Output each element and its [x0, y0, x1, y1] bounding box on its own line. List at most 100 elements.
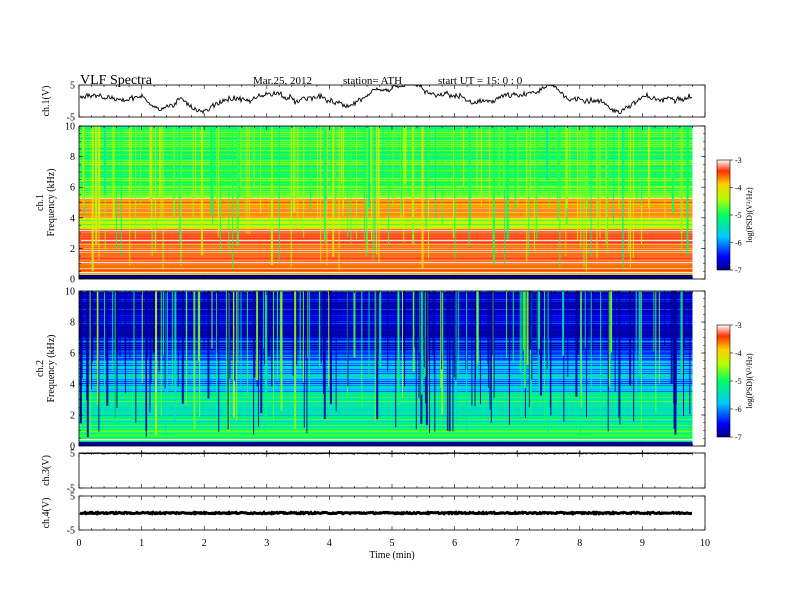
sferic-spike [448, 291, 451, 432]
sferic-spike [466, 291, 468, 431]
x-axis-label: Time (min) [369, 550, 414, 561]
sferic-spike [576, 291, 579, 355]
panel-1-ytick-label: 8 [70, 152, 75, 163]
panel-2-ytick-label: 10 [65, 287, 75, 298]
spectral-line [79, 323, 693, 324]
sferic-spike [246, 291, 248, 395]
sferic-spike [280, 291, 283, 411]
spectral-line [79, 236, 693, 237]
sferic-spike [96, 291, 98, 369]
sferic-spike [420, 291, 423, 395]
panel-3-frame [78, 452, 706, 489]
colorbar-1-tick-label: -3 [735, 156, 742, 165]
sferic-spike [303, 291, 305, 428]
sferic-spike [585, 291, 587, 418]
spectral-line [79, 301, 693, 302]
panel-2-ytick-label: 0 [70, 442, 75, 453]
sferic-spike [181, 291, 184, 404]
spectral-line [79, 359, 693, 360]
spectral-line [79, 327, 693, 328]
sferic-spike [194, 126, 196, 201]
sferic-spike [536, 126, 538, 240]
sferic-spike [452, 126, 454, 239]
sferic-spike [671, 126, 674, 214]
sferic-spike [629, 291, 632, 386]
sferic-spike [276, 291, 278, 381]
spectral-line [79, 331, 693, 332]
spectral-line [79, 140, 693, 141]
sferic-spike [203, 291, 205, 350]
spectral-line [79, 309, 693, 310]
spectral-line [79, 429, 693, 430]
sferic-spike [382, 126, 384, 180]
spectral-line [79, 375, 693, 376]
sferic-spike [258, 291, 260, 427]
band-1-3 [79, 217, 693, 229]
spectral-line [79, 387, 693, 388]
sferic-spike [106, 291, 109, 406]
spectral-line [79, 136, 693, 137]
sferic-spike [629, 126, 631, 268]
sferic-spike [296, 291, 298, 365]
sferic-spike [145, 291, 147, 431]
sferic-spike [536, 291, 538, 354]
ch4-ylabel: ch.4(V) [41, 498, 52, 529]
sferic-spike [600, 291, 602, 424]
sferic-spike [271, 291, 273, 387]
sferic-spike [397, 291, 400, 403]
panel-2-ytick-label: 6 [70, 349, 75, 360]
sferic-spike [580, 291, 582, 408]
sferic-spike [421, 126, 424, 268]
sferic-spike [165, 291, 167, 436]
sferic-spike [506, 291, 508, 359]
sferic-spike [263, 291, 265, 349]
sferic-spike [322, 291, 324, 394]
sferic-spike [232, 291, 235, 418]
sferic-spike [369, 126, 371, 184]
panel-2-ytick-label: 2 [70, 411, 75, 422]
sferic-spike [689, 291, 691, 415]
sferic-spike [342, 126, 344, 216]
sferic-spike [253, 291, 256, 378]
sferic-spike [591, 291, 593, 356]
sferic-spike [519, 291, 521, 372]
spectral-line [79, 278, 693, 279]
spectral-line [79, 128, 693, 129]
sferic-spike [664, 126, 666, 228]
sferic-spike [612, 126, 614, 224]
spectral-line [79, 218, 693, 219]
ch4-waveform-line [79, 510, 693, 516]
spectral-line [79, 196, 693, 197]
sferic-spike [268, 291, 270, 354]
spectral-line [79, 204, 693, 205]
spectral-line [79, 190, 693, 191]
sferic-spike [366, 126, 368, 253]
sferic-spike [320, 291, 322, 363]
sferic-spike [105, 291, 107, 359]
spectral-line [79, 413, 693, 414]
spectral-line [79, 293, 693, 294]
sferic-spike [632, 126, 634, 258]
sferic-spike [664, 291, 666, 347]
sferic-spike [328, 291, 330, 387]
sferic-spike [583, 126, 585, 267]
sferic-spike [635, 291, 637, 417]
spectral-line [79, 339, 693, 340]
spectral-line [79, 160, 693, 161]
spectral-line [79, 421, 693, 422]
spectral-line [79, 162, 693, 163]
spectral-line [79, 264, 693, 265]
sferic-spike [125, 291, 127, 359]
sferic-spike [480, 126, 482, 207]
sferic-spike [371, 126, 373, 241]
colorbar-2-tick-label: -4 [735, 349, 742, 358]
spectral-line [79, 274, 693, 275]
sferic-spike [159, 126, 161, 191]
spectrogram-2-heatmap [79, 291, 705, 446]
spectral-line [79, 307, 693, 308]
baseline-line [79, 272, 693, 274]
sferic-spike [155, 291, 158, 436]
sferic-spike [441, 126, 443, 225]
sferic-spike [547, 291, 549, 434]
panel-3-ytick-label: -5 [67, 484, 75, 495]
